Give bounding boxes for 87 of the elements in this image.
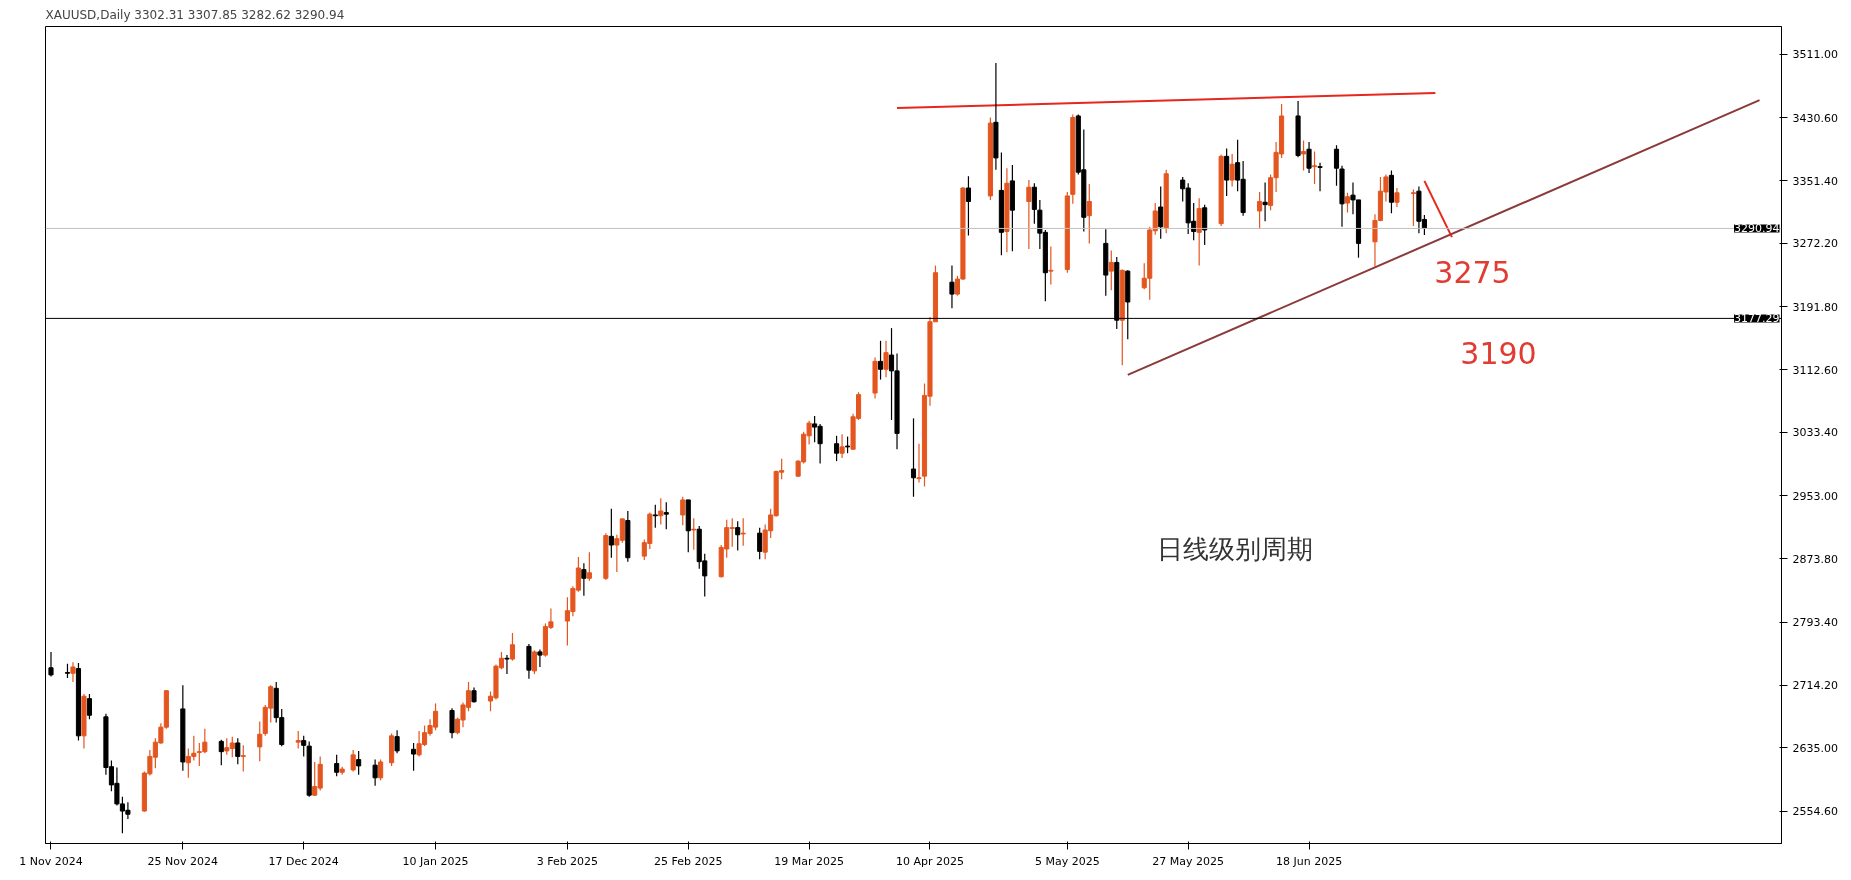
candlestick: [735, 520, 741, 552]
candlestick: [586, 551, 592, 582]
x-tick-label: 5 May 2025: [1034, 854, 1100, 868]
candlestick: [372, 758, 378, 787]
y-tick-label: 2873.80: [1792, 552, 1838, 566]
candlestick: [86, 693, 93, 720]
candlestick: [910, 417, 917, 498]
candlestick: [916, 443, 922, 484]
candlestick: [1257, 191, 1263, 229]
candlestick: [356, 750, 362, 776]
x-tick-label: 27 May 2025: [1152, 854, 1225, 868]
x-tick-label: 3 Feb 2025: [536, 854, 599, 868]
candlestick: [48, 651, 54, 678]
candlestick: [1158, 185, 1164, 240]
candlestick: [652, 504, 658, 529]
candlestick: [877, 340, 884, 381]
candlestick: [394, 729, 400, 754]
candlestick: [1086, 183, 1092, 245]
y-tick-label: 3112.60: [1792, 363, 1838, 377]
y-tick-label: 3272.20: [1792, 237, 1838, 251]
candlestick: [257, 720, 263, 762]
candlestick: [834, 435, 840, 462]
candlestick: [1311, 150, 1318, 185]
ref-line-label: 3177.29: [1734, 312, 1780, 326]
x-tick-label: 1 Nov 2024: [19, 854, 83, 868]
candlestick: [1229, 153, 1235, 188]
y-tick-label: 2635.00: [1792, 741, 1838, 755]
candlestick: [526, 643, 532, 680]
candlestick: [883, 340, 889, 378]
x-tick-label: 17 Dec 2024: [268, 854, 339, 868]
candlestick: [949, 264, 955, 309]
ref-line-label: 3290.94: [1734, 222, 1780, 236]
y-tick-label: 3430.60: [1792, 111, 1838, 125]
candlestick: [839, 433, 845, 459]
candlestick: [1026, 179, 1032, 250]
candlestick: [965, 175, 971, 237]
candlestick: [608, 508, 614, 559]
candlestick: [378, 758, 384, 781]
candlestick: [1300, 139, 1307, 172]
x-tick-label: 25 Nov 2024: [147, 854, 219, 868]
candlestick: [1031, 182, 1037, 225]
annotation: 日线级别周期: [1156, 534, 1313, 565]
chart-title: XAUUSD,Daily 3302.31 3307.85 3282.62 3290.94: [45, 7, 345, 22]
x-tick-label: 25 Feb 2025: [654, 854, 723, 868]
candlestick: [1410, 188, 1416, 227]
y-tick-label: 2953.00: [1792, 489, 1838, 503]
candlestick: [680, 496, 686, 526]
candlestick: [663, 501, 669, 530]
candlestick: [411, 742, 417, 772]
candlestick: [531, 649, 537, 675]
candlestick: [691, 517, 697, 551]
candlestick: [70, 661, 76, 683]
candlestick: [509, 632, 516, 662]
x-tick-label: 10 Jan 2025: [402, 854, 469, 868]
y-tick-label: 3191.80: [1792, 300, 1838, 314]
candlestick: [1317, 162, 1323, 192]
candlestick: [658, 497, 664, 526]
y-tick-label: 2714.20: [1792, 679, 1838, 693]
candlestick: [504, 654, 510, 675]
candlestick: [334, 754, 340, 777]
candlestick: [218, 739, 224, 766]
candlestick: [757, 527, 763, 560]
candlestick: [1262, 181, 1268, 222]
candlestick: [537, 648, 543, 668]
candlestick: [1306, 141, 1312, 174]
y-tick-label: 3351.40: [1792, 174, 1838, 188]
y-tick-label: 2554.60: [1792, 805, 1838, 819]
annotation: 3190: [1460, 336, 1537, 372]
x-tick-label: 19 Mar 2025: [774, 854, 844, 868]
candlestick: [740, 517, 746, 547]
candlestick: [240, 744, 246, 773]
candlestick: [235, 737, 241, 765]
candlestick: [1202, 204, 1208, 246]
y-tick-label: 3511.00: [1792, 48, 1838, 62]
candlestick: [1196, 197, 1202, 267]
x-tick-label: 10 Apr 2025: [895, 854, 964, 868]
candlestick: [449, 707, 455, 739]
candlestick: [1108, 249, 1114, 291]
candlestick: [1224, 147, 1230, 197]
x-tick-label: 18 Jun 2025: [1275, 854, 1343, 868]
y-tick-label: 2793.40: [1792, 616, 1838, 630]
annotation: 3275: [1434, 254, 1511, 290]
candlestick: [581, 562, 587, 597]
y-tick-label: 3033.40: [1792, 426, 1838, 440]
candlestick: [1394, 187, 1400, 208]
candlestick: [1048, 245, 1054, 286]
candlestick: [1344, 192, 1351, 214]
